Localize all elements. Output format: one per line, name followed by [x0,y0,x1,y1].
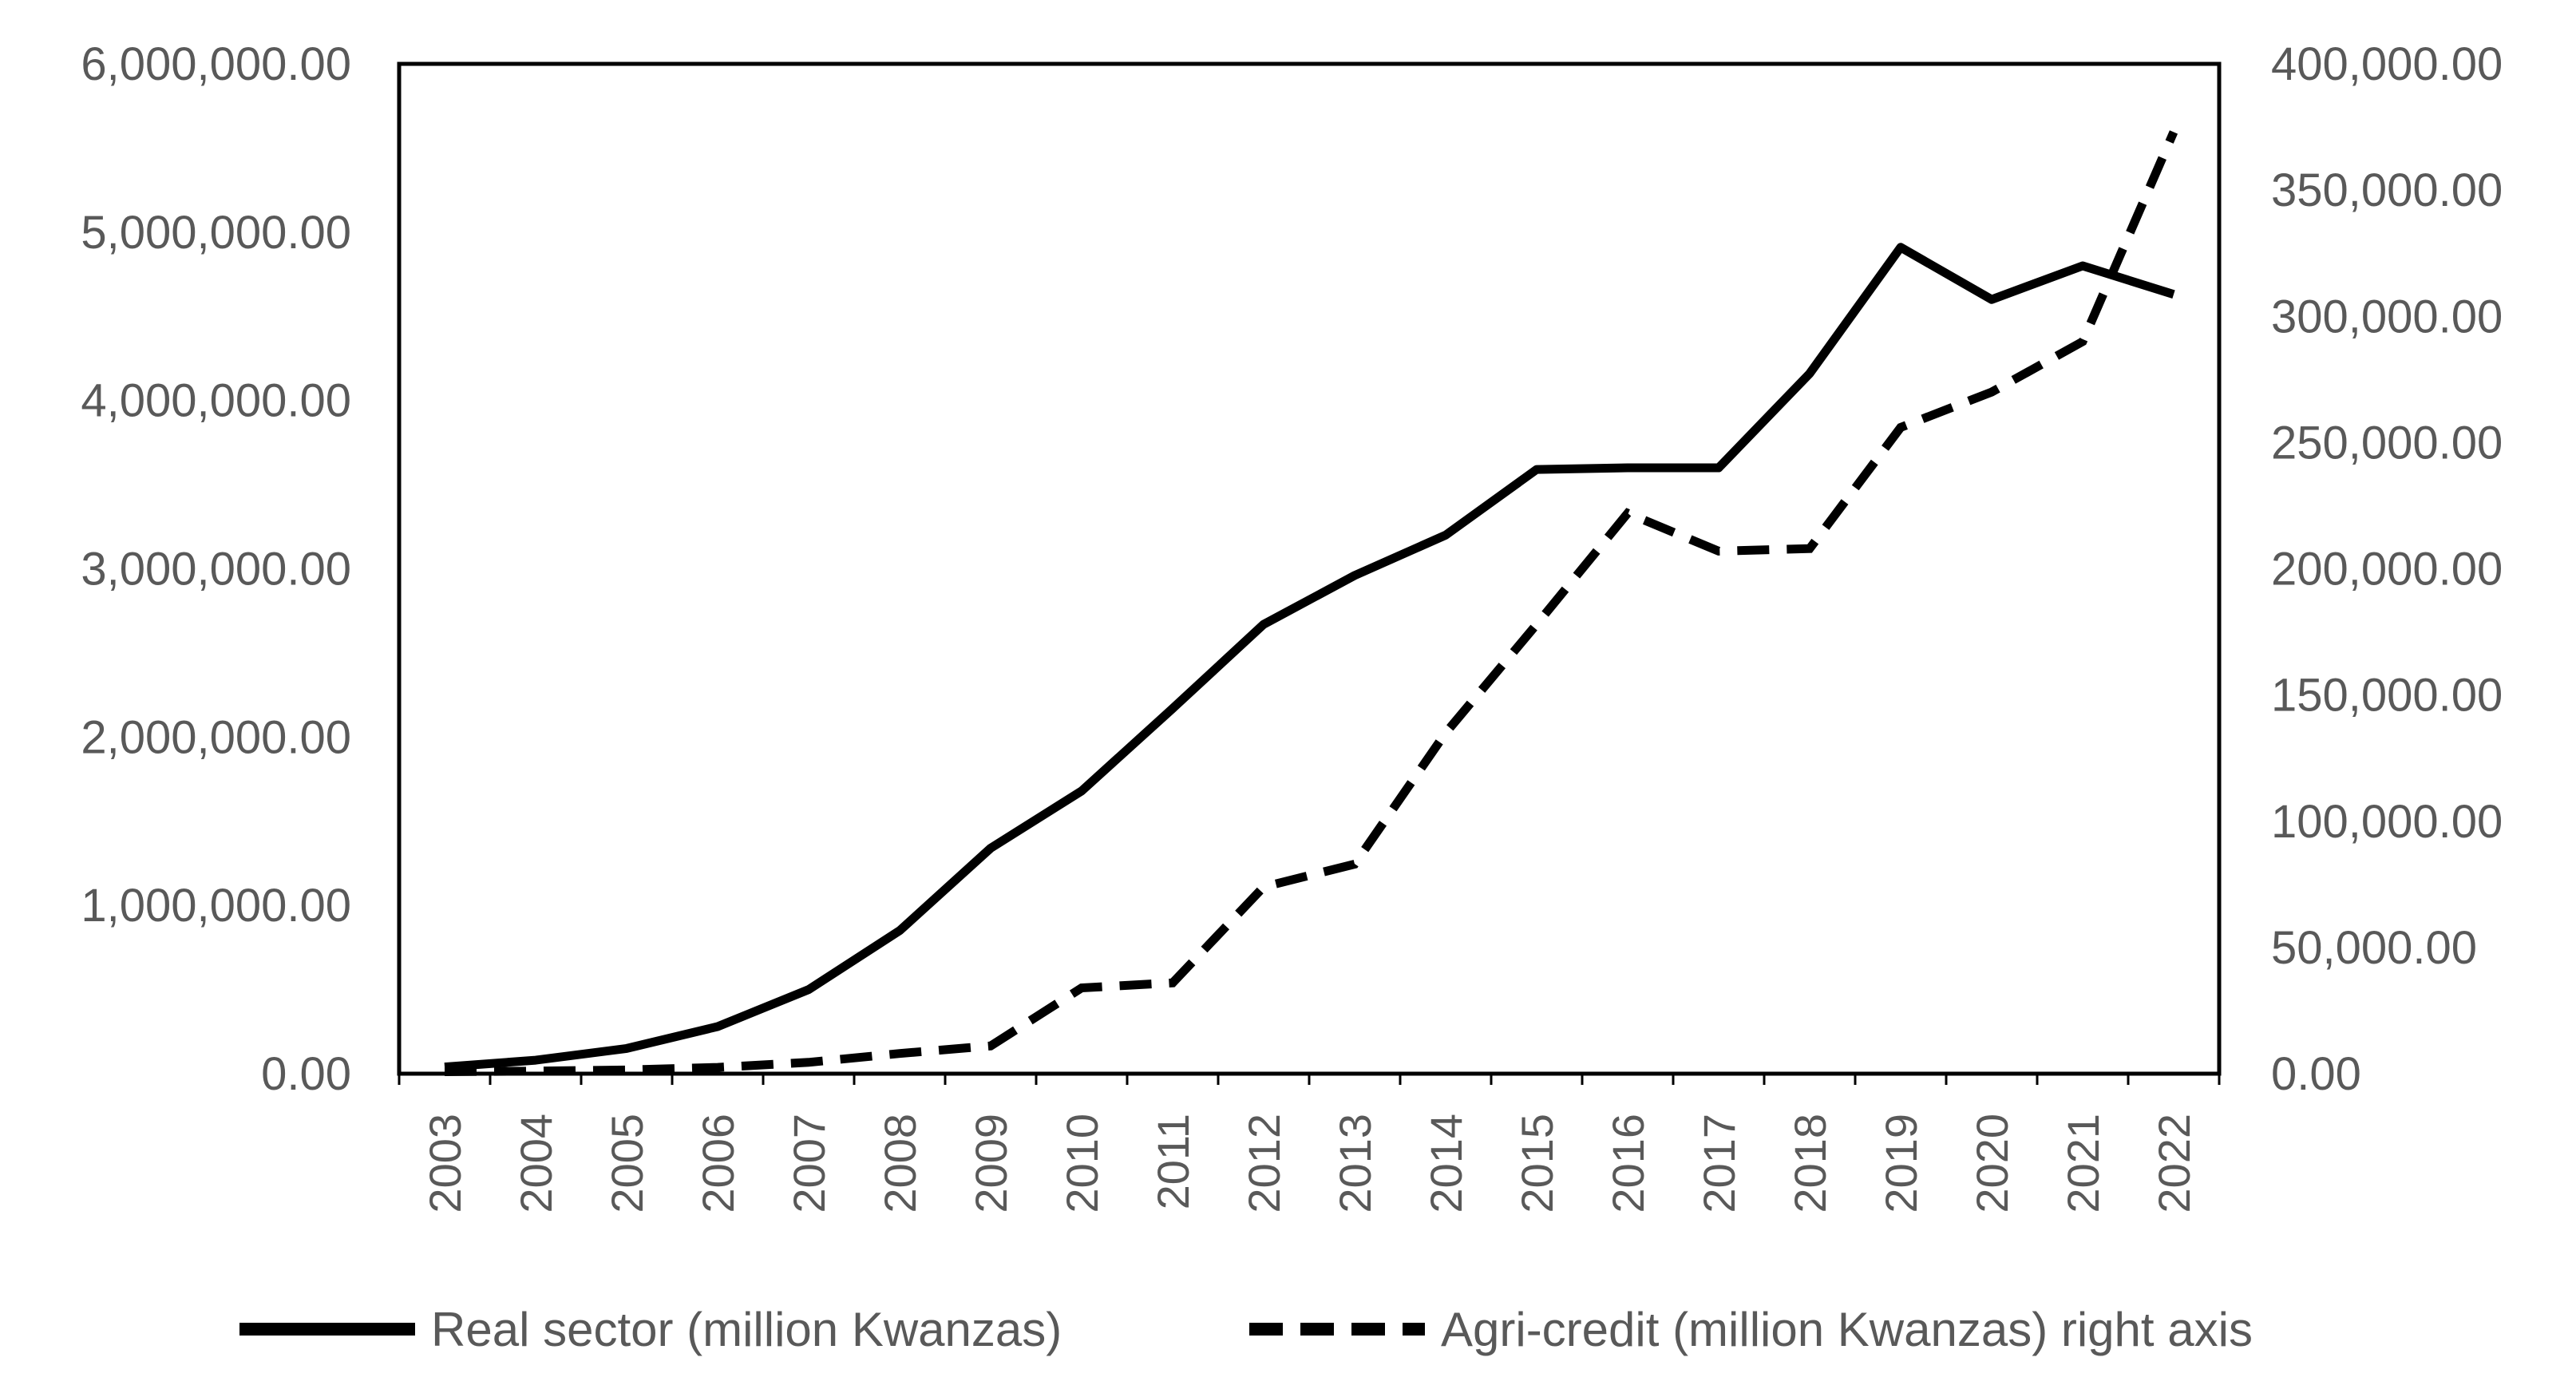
legend-label-real-sector: Real sector (million Kwanzas) [431,1303,1062,1356]
x-tick-label: 2004 [511,1114,561,1213]
plot-frame [397,61,2222,1076]
x-tick-label: 2021 [2058,1114,2108,1213]
x-tick-label: 2016 [1603,1114,1653,1213]
x-tick-label: 2012 [1239,1114,1289,1213]
x-tick-label: 2007 [784,1114,834,1213]
right-axis: 0.00 50,000.00 100,000.00 150,000.00 200,000… [2271,38,2503,1100]
x-axis: 2003 2004 2005 2006 2007 2008 2009 2010 2011 2012… [398,1074,2221,1213]
right-tick-label: 400,000.00 [2271,38,2503,90]
right-tick-label: 50,000.00 [2271,922,2477,974]
right-tick-label: 100,000.00 [2271,796,2503,848]
right-tick-label: 300,000.00 [2271,291,2503,342]
legend-label-agri-credit: Agri-credit (million Kwanzas) right axis [1441,1303,2253,1356]
left-tick-label: 1,000,000.00 [81,880,351,932]
series-line-real-sector [444,243,2175,1072]
right-tick-label: 350,000.00 [2271,164,2503,216]
left-tick-label: 2,000,000.00 [81,711,351,763]
left-axis: 0.00 1,000,000.00 2,000,000.00 3,000,000.00… [81,38,351,1100]
x-tick-label: 2006 [693,1114,743,1213]
left-tick-label: 6,000,000.00 [81,38,351,90]
x-tick-label: 2011 [1148,1114,1198,1209]
series-line-agri-credit [444,130,2178,1076]
left-tick-label: 0.00 [261,1048,351,1100]
x-tick-label: 2010 [1057,1114,1107,1213]
right-tick-label: 0.00 [2271,1048,2361,1100]
right-tick-label: 250,000.00 [2271,417,2503,469]
x-tick-label: 2017 [1694,1114,1744,1213]
x-tick-label: 2020 [1967,1114,2017,1213]
x-tick-label: 2013 [1330,1114,1380,1213]
right-tick-label: 150,000.00 [2271,670,2503,722]
x-tick-label: 2005 [602,1114,652,1213]
left-tick-label: 3,000,000.00 [81,544,351,596]
series-layer [444,130,2178,1076]
legend: Real sector (million Kwanzas) Agri-credi… [239,1303,2253,1356]
x-tick-label: 2019 [1876,1114,1926,1213]
x-tick-label: 2003 [420,1114,470,1213]
x-tick-label: 2008 [875,1114,925,1213]
left-tick-label: 5,000,000.00 [81,207,351,259]
left-tick-label: 4,000,000.00 [81,375,351,427]
right-tick-label: 200,000.00 [2271,544,2503,596]
x-tick-label: 2014 [1421,1114,1471,1213]
x-tick-label: 2018 [1785,1114,1835,1213]
x-tick-label: 2009 [966,1114,1016,1213]
x-tick-label: 2015 [1512,1114,1562,1213]
x-tick-label: 2022 [2149,1114,2199,1213]
